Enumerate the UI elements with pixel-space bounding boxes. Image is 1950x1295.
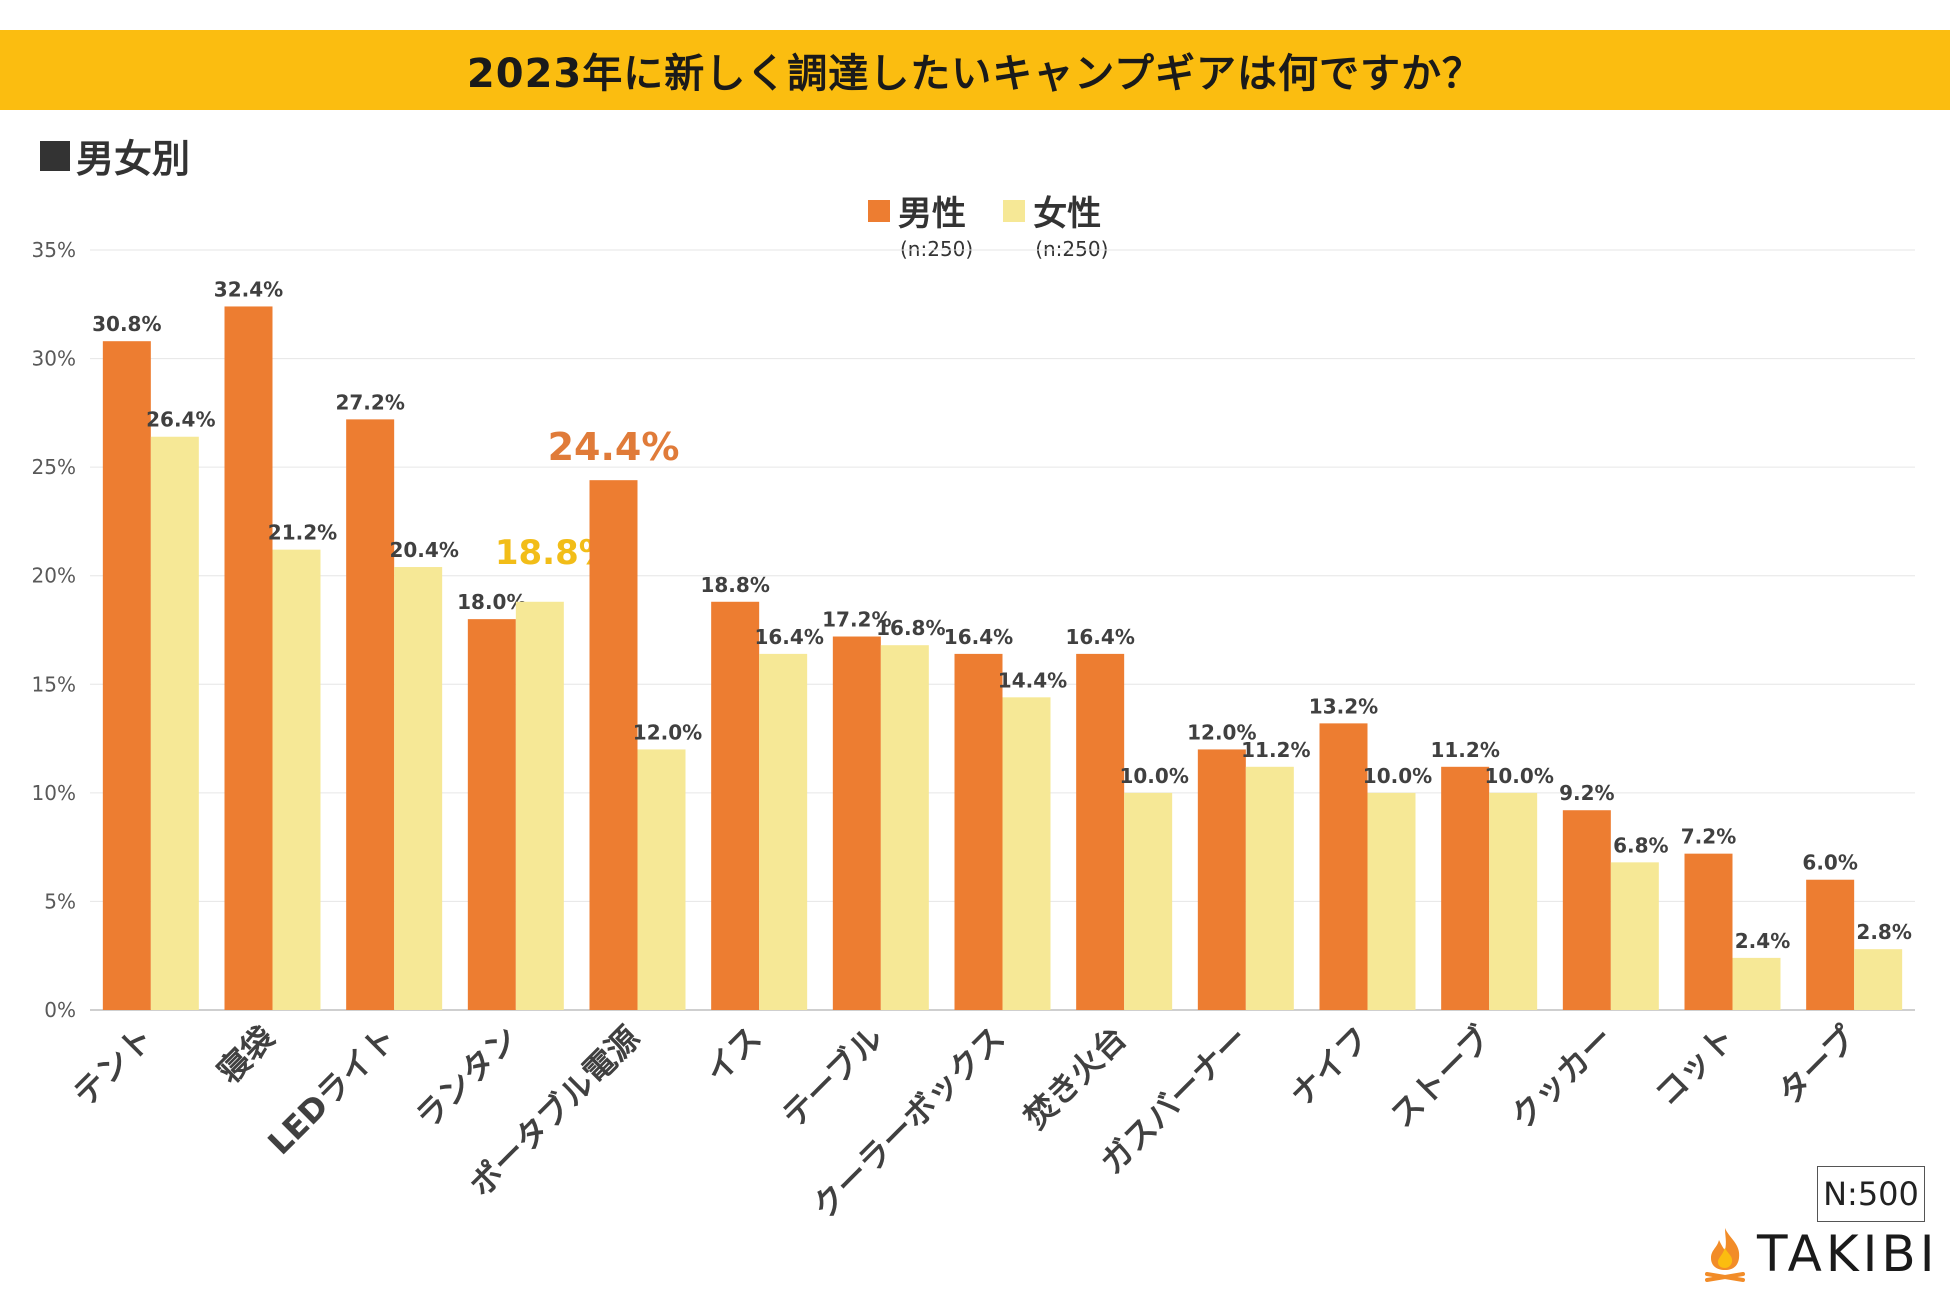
data-label-male: 9.2% bbox=[1559, 781, 1614, 805]
category-label: テント bbox=[66, 1019, 161, 1114]
bar-male bbox=[1441, 766, 1490, 1010]
legend-n-female: (n:250) bbox=[1035, 237, 1109, 261]
bar-female bbox=[1610, 862, 1659, 1010]
category-label: 寝袋 bbox=[210, 1019, 282, 1091]
data-label-female: 26.4% bbox=[146, 408, 215, 432]
data-label-female: 10.0% bbox=[1484, 764, 1553, 788]
brand-name: TAKIBI bbox=[1757, 1225, 1939, 1283]
y-tick-label: 5% bbox=[44, 889, 76, 913]
data-label-male: 17.2% bbox=[822, 608, 891, 632]
bar-female bbox=[1732, 957, 1781, 1010]
data-label-female: 2.4% bbox=[1735, 929, 1790, 953]
category-label: テーブル bbox=[774, 1019, 890, 1135]
legend-label-male: 男性 bbox=[898, 194, 966, 234]
bar-male bbox=[1319, 723, 1368, 1010]
section-label-text: 男女別 bbox=[76, 137, 191, 181]
bar-female bbox=[880, 645, 929, 1010]
bar-male bbox=[589, 480, 638, 1011]
data-label-male: 12.0% bbox=[1187, 720, 1256, 744]
data-label-male: 18.8% bbox=[700, 573, 769, 597]
legend-item-female: 女性 (n:250) bbox=[1003, 186, 1108, 261]
data-label-female: 6.8% bbox=[1613, 833, 1668, 857]
data-label-female: 10.0% bbox=[1363, 764, 1432, 788]
data-label-female: 2.8% bbox=[1856, 920, 1911, 944]
data-label-male: 16.4% bbox=[1065, 625, 1134, 649]
bar-female bbox=[272, 549, 321, 1010]
brand-logo: TAKIBI bbox=[1703, 1225, 1939, 1283]
legend-n-male: (n:250) bbox=[900, 237, 974, 261]
bar-male bbox=[1076, 653, 1125, 1010]
data-label-female: 21.2% bbox=[268, 521, 337, 545]
y-tick-label: 25% bbox=[32, 455, 76, 479]
chart-title: 2023年に新しく調達したいキャンプギアは何ですか？ bbox=[466, 51, 1484, 97]
data-label-female: 14.4% bbox=[998, 668, 1067, 692]
legend-label-female: 女性 bbox=[1033, 194, 1102, 234]
bar-male bbox=[832, 636, 881, 1010]
category-label: ランタン bbox=[408, 1019, 525, 1136]
legend: 男性 (n:250) 女性 (n:250) bbox=[868, 186, 1108, 261]
y-tick-label: 0% bbox=[44, 998, 76, 1022]
y-tick-label: 15% bbox=[32, 672, 76, 696]
bar-male bbox=[1806, 879, 1855, 1010]
data-label-male: 16.4% bbox=[944, 625, 1013, 649]
y-tick-label: 20% bbox=[32, 564, 76, 588]
bar-female bbox=[759, 653, 808, 1010]
bar-female bbox=[637, 749, 686, 1010]
data-label-female: 16.8% bbox=[876, 616, 945, 640]
data-label-female: 11.2% bbox=[1241, 738, 1310, 762]
bar-male bbox=[467, 619, 516, 1010]
bar-male bbox=[102, 341, 151, 1010]
bar-male bbox=[1562, 810, 1611, 1010]
bar-female bbox=[515, 601, 564, 1010]
category-label: コット bbox=[1647, 1019, 1742, 1114]
category-label: イス bbox=[697, 1019, 768, 1090]
category-label: クッカー bbox=[1503, 1019, 1620, 1136]
category-label: ストーブ bbox=[1383, 1019, 1499, 1135]
bar-male bbox=[1197, 749, 1246, 1010]
bar-female bbox=[1124, 792, 1173, 1010]
bar-female bbox=[1002, 697, 1051, 1010]
bar-female bbox=[150, 436, 199, 1010]
data-label-female: 10.0% bbox=[1119, 764, 1188, 788]
data-label-male: 30.8% bbox=[92, 312, 161, 336]
bar-male bbox=[711, 601, 760, 1010]
bar-female bbox=[1489, 792, 1538, 1010]
data-label-male: 18.0% bbox=[457, 590, 526, 614]
bar-female bbox=[1367, 792, 1416, 1010]
flame-icon bbox=[1705, 1228, 1745, 1282]
data-label-male: 27.2% bbox=[335, 390, 404, 414]
sample-size-badge: N:500 bbox=[1817, 1166, 1925, 1222]
category-label: ナイフ bbox=[1282, 1019, 1377, 1114]
data-label-male: 32.4% bbox=[214, 277, 283, 301]
bar-female bbox=[1854, 949, 1903, 1010]
data-label-female: 16.4% bbox=[754, 625, 823, 649]
data-label-male: 24.4% bbox=[548, 425, 680, 469]
y-tick-label: 30% bbox=[32, 347, 76, 371]
data-label-male: 11.2% bbox=[1430, 738, 1499, 762]
square-bullet-icon bbox=[40, 140, 70, 171]
title-banner: 2023年に新しく調達したいキャンプギアは何ですか？ bbox=[0, 30, 1950, 110]
bar-male bbox=[954, 653, 1003, 1010]
legend-swatch-male bbox=[868, 199, 890, 222]
y-tick-label: 10% bbox=[32, 781, 76, 805]
category-label: LEDライト bbox=[260, 1019, 403, 1162]
legend-swatch-female bbox=[1003, 199, 1026, 222]
bar-male bbox=[1684, 853, 1733, 1010]
data-label-female: 20.4% bbox=[389, 538, 458, 562]
data-label-male: 6.0% bbox=[1802, 851, 1857, 875]
section-label: 男女別 bbox=[40, 128, 190, 183]
category-label: タープ bbox=[1770, 1018, 1864, 1112]
sample-size-text: N:500 bbox=[1823, 1175, 1919, 1213]
data-label-female: 12.0% bbox=[633, 720, 702, 744]
bar-male bbox=[224, 306, 273, 1010]
bar-male bbox=[346, 419, 395, 1010]
legend-item-male: 男性 (n:250) bbox=[868, 186, 973, 261]
data-label-male: 7.2% bbox=[1681, 825, 1736, 849]
y-tick-label: 35% bbox=[32, 238, 76, 262]
bar-female bbox=[1245, 766, 1294, 1010]
data-label-male: 13.2% bbox=[1309, 694, 1378, 718]
bar-female bbox=[394, 567, 443, 1010]
category-label: 焚き火台 bbox=[1016, 1019, 1133, 1136]
